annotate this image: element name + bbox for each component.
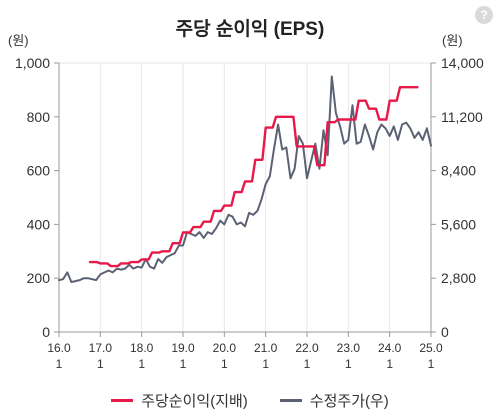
chart-title: 주당 순이익 (EPS) bbox=[175, 19, 325, 40]
legend-item-price[interactable]: 수정주가(우) bbox=[279, 390, 389, 411]
legend: 주당순이익(지배) 수정주가(우) bbox=[0, 390, 500, 411]
x-tick-label: 18.0 bbox=[130, 341, 154, 355]
legend-item-eps[interactable]: 주당순이익(지배) bbox=[111, 390, 248, 411]
x-tick-label: 24.0 bbox=[378, 341, 402, 355]
y-right-tick-label: 5,600 bbox=[441, 216, 476, 232]
x-tick-label: 25.0 bbox=[419, 341, 443, 355]
y-right-tick-label: 14,000 bbox=[441, 55, 484, 71]
legend-label-eps: 주당순이익(지배) bbox=[141, 393, 248, 410]
legend-swatch-eps bbox=[111, 399, 134, 402]
x-tick-label: 20.0 bbox=[213, 341, 237, 355]
y-right-tick-label: 8,400 bbox=[441, 163, 476, 179]
x-tick-sublabel: 1 bbox=[428, 357, 435, 371]
y-left-tick-label: 1,000 bbox=[15, 55, 50, 71]
x-tick-label: 16.0 bbox=[47, 341, 71, 355]
x-tick-label: 19.0 bbox=[171, 341, 195, 355]
x-tick-sublabel: 1 bbox=[262, 357, 269, 371]
y-left-tick-label: 800 bbox=[27, 109, 51, 125]
x-tick-sublabel: 1 bbox=[138, 357, 145, 371]
legend-label-price: 수정주가(우) bbox=[309, 393, 389, 410]
y-left-tick-label: 200 bbox=[27, 270, 51, 286]
series-line-eps bbox=[88, 85, 419, 268]
x-tick-sublabel: 1 bbox=[56, 357, 63, 371]
x-tick-sublabel: 1 bbox=[386, 357, 393, 371]
legend-swatch-price bbox=[279, 399, 302, 402]
x-tick-sublabel: 1 bbox=[221, 357, 228, 371]
y-left-tick-label: 0 bbox=[42, 324, 50, 340]
x-tick-label: 17.0 bbox=[89, 341, 113, 355]
x-tick-label: 23.0 bbox=[337, 341, 361, 355]
x-tick-label: 21.0 bbox=[254, 341, 278, 355]
y-right-tick-label: 2,800 bbox=[441, 270, 476, 286]
left-axis-unit: (원) bbox=[8, 33, 29, 48]
y-right-tick-label: 0 bbox=[441, 324, 449, 340]
right-axis-unit: (원) bbox=[442, 33, 463, 48]
x-tick-sublabel: 1 bbox=[345, 357, 352, 371]
series-line-price bbox=[58, 75, 432, 283]
x-tick-sublabel: 1 bbox=[304, 357, 311, 371]
y-right-tick-label: 11,200 bbox=[441, 109, 483, 125]
x-tick-sublabel: 1 bbox=[97, 357, 104, 371]
y-left-tick-label: 400 bbox=[27, 216, 51, 232]
x-tick-sublabel: 1 bbox=[180, 357, 187, 371]
y-left-tick-label: 600 bbox=[27, 163, 51, 179]
help-icon[interactable]: ? bbox=[475, 6, 493, 24]
x-tick-label: 22.0 bbox=[295, 341, 319, 355]
